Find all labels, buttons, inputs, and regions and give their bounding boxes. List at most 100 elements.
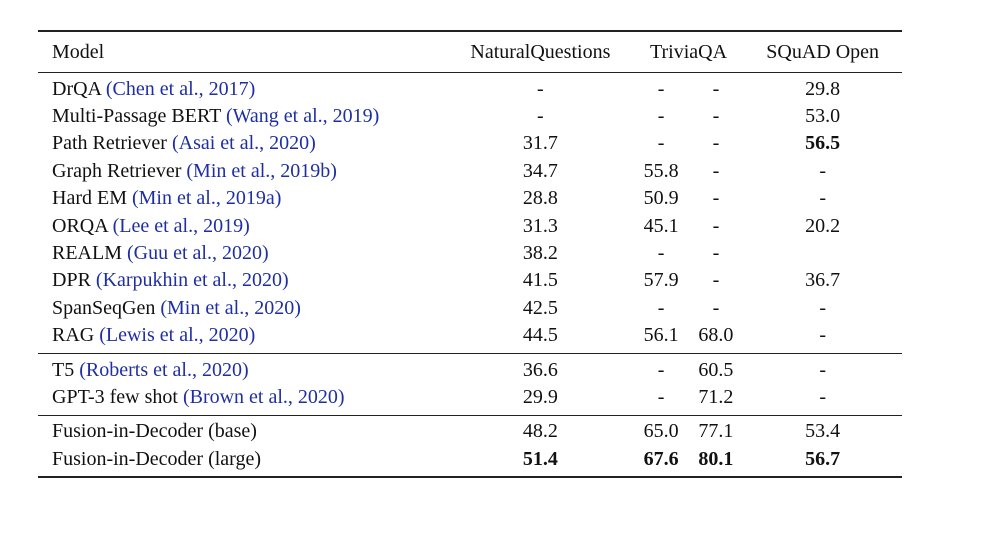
cell-model: SpanSeqGen (Min et al., 2020) <box>38 294 447 321</box>
cell-triviaqa-unfiltered: - <box>712 105 720 128</box>
model-name: DrQA <box>52 77 101 100</box>
cell-squad-open: 56.5 <box>805 132 841 155</box>
cell-model: GPT-3 few shot (Brown et al., 2020) <box>38 383 447 415</box>
cell-triviaqa-filtered: 50.9 <box>643 187 679 210</box>
cell-squad-open <box>743 239 902 266</box>
model-name: GPT-3 few shot <box>52 385 178 408</box>
citation-link[interactable]: (Chen et al., 2017) <box>105 77 256 100</box>
cell-triviaqa-unfiltered: - <box>712 159 720 182</box>
model-name: Path Retriever <box>52 132 167 155</box>
cell-squad-open: - <box>743 352 902 384</box>
header-natural-questions: NaturalQuestions <box>470 41 611 63</box>
table-row: ORQA (Lee et al., 2019) 31.3 45.1 - 20.2 <box>38 212 902 239</box>
cell-natural-questions: 48.2 <box>447 414 634 446</box>
cell-triviaqa-unfiltered: - <box>712 296 720 319</box>
header-triviaqa: TriviaQA <box>649 41 728 63</box>
cell-squad-open: - <box>819 159 826 182</box>
cell-triviaqa-filtered: - <box>657 385 665 408</box>
model-name: DPR <box>52 269 91 292</box>
cell-model: REALM (Guu et al., 2020) <box>38 239 447 266</box>
cell-model: Graph Retriever (Min et al., 2019b) <box>38 157 447 184</box>
cell-model: DPR (Karpukhin et al., 2020) <box>38 267 447 294</box>
table-row: RAG (Lewis et al., 2020) 44.5 56.1 68.0 - <box>38 322 902 354</box>
cell-squad-open: - <box>819 187 826 210</box>
cell-triviaqa-unfiltered: 71.2 <box>698 385 734 408</box>
citation-link[interactable]: (Min et al., 2020) <box>160 296 301 319</box>
cell-squad-open: 53.0 <box>805 105 841 128</box>
cell-model: DrQA (Chen et al., 2017) <box>38 73 447 103</box>
table-group-3: Fusion-in-Decoder (base) 48.2 65.0 77.1 53.4… <box>38 414 902 479</box>
cell-triviaqa-filtered: - <box>657 242 665 265</box>
citation-link[interactable]: (Guu et al., 2020) <box>127 242 269 265</box>
table-row: Graph Retriever (Min et al., 2019b) 34.7 5… <box>38 157 902 184</box>
cell-natural-questions: 29.9 <box>522 385 558 408</box>
cell-model: RAG (Lewis et al., 2020) <box>38 322 447 354</box>
citation-link[interactable]: (Min et al., 2019b) <box>186 159 337 182</box>
cell-model: ORQA (Lee et al., 2019) <box>38 212 447 239</box>
citation-link[interactable]: (Wang et al., 2019) <box>225 105 380 128</box>
header-model: Model <box>52 41 105 63</box>
model-name: Fusion-in-Decoder (base) <box>52 420 257 443</box>
table-row: DrQA (Chen et al., 2017) - - - 29.8 <box>38 73 902 103</box>
cell-natural-questions: 51.4 <box>447 445 634 479</box>
table-group-1: DrQA (Chen et al., 2017) - - -29.8 Multi-Pas… <box>38 73 902 354</box>
cell-triviaqa-unfiltered: - <box>712 214 720 237</box>
model-name: REALM <box>52 242 122 265</box>
cell-natural-questions: 41.5 <box>522 269 558 292</box>
cell-squad-open: 53.4 <box>743 414 902 446</box>
cell-triviaqa-filtered: 56.1 <box>643 324 679 347</box>
cell-model: Fusion-in-Decoder (base) <box>38 414 448 446</box>
cell-triviaqa-filtered: - <box>633 352 689 384</box>
table-row: REALM (Guu et al., 2020) 38.2 - - <box>38 239 902 266</box>
table-row: DPR (Karpukhin et al., 2020) 41.5 57.9 - 36.… <box>38 267 902 294</box>
cell-model: T5 (Roberts et al., 2020) <box>38 352 448 384</box>
cell-natural-questions: 38.2 <box>522 242 558 265</box>
citation-link[interactable]: (Min et al., 2019a) <box>131 187 282 210</box>
citation-link[interactable]: (Lee et al., 2019) <box>112 214 250 237</box>
cell-triviaqa-unfiltered: - <box>712 132 720 155</box>
cell-squad-open: 20.2 <box>805 214 841 237</box>
table-row: Fusion-in-Decoder (large) 51.4 67.6 80.1 56.… <box>38 445 902 479</box>
cell-squad-open: 56.7 <box>743 445 902 479</box>
citation-link[interactable]: (Roberts et al., 2020) <box>79 358 249 381</box>
cell-triviaqa-filtered: - <box>657 132 665 155</box>
cell-triviaqa-unfiltered: - <box>712 242 720 265</box>
cell-triviaqa-unfiltered: - <box>712 77 720 100</box>
citation-link[interactable]: (Asai et al., 2020) <box>171 132 316 155</box>
cell-triviaqa-filtered: 65.0 <box>633 414 689 446</box>
cell-triviaqa-unfiltered: 60.5 <box>688 352 744 384</box>
table-row: Fusion-in-Decoder (base) 48.2 65.0 77.1 53.4 <box>38 414 902 446</box>
model-name: ORQA <box>52 214 108 237</box>
cell-natural-questions: 31.7 <box>522 132 558 155</box>
header-squad-open: SQuAD Open <box>766 41 880 63</box>
cell-triviaqa-unfiltered: - <box>712 269 720 292</box>
cell-triviaqa-filtered: - <box>657 105 665 128</box>
cell-squad-open: - <box>819 296 826 319</box>
table-row: Hard EM (Min et al., 2019a) 28.8 50.9 - - <box>38 185 902 212</box>
cell-natural-questions: 42.5 <box>522 296 558 319</box>
citation-link[interactable]: (Karpukhin et al., 2020) <box>95 269 289 292</box>
cell-squad-open: 29.8 <box>805 77 841 100</box>
cell-model: Fusion-in-Decoder (large) <box>38 445 448 479</box>
table-group-2: T5 (Roberts et al., 2020) 36.6-60.5- GPT-3… <box>38 352 902 415</box>
header-row: Model NaturalQuestions TriviaQA SQuAD Op… <box>38 31 902 73</box>
citation-link[interactable]: (Brown et al., 2020) <box>182 385 345 408</box>
citation-link[interactable]: (Lewis et al., 2020) <box>99 324 256 347</box>
table-row: Path Retriever (Asai et al., 2020) 31.7 - -… <box>38 130 902 157</box>
model-name: RAG <box>52 324 95 347</box>
model-name: T5 <box>52 358 75 381</box>
cell-model: Path Retriever (Asai et al., 2020) <box>38 130 447 157</box>
cell-model: Hard EM (Min et al., 2019a) <box>38 185 447 212</box>
cell-natural-questions: 34.7 <box>522 159 558 182</box>
cell-model: Multi-Passage BERT (Wang et al., 2019) <box>38 102 447 129</box>
table-row: Multi-Passage BERT (Wang et al., 2019) - -… <box>38 102 902 129</box>
table-row: T5 (Roberts et al., 2020) 36.6-60.5- <box>38 352 902 384</box>
model-name: SpanSeqGen <box>52 296 156 319</box>
cell-triviaqa-filtered: - <box>657 296 665 319</box>
cell-natural-questions: - <box>537 77 544 100</box>
cell-natural-questions: 28.8 <box>522 187 558 210</box>
cell-natural-questions: 36.6 <box>447 352 634 384</box>
cell-triviaqa-unfiltered: 77.1 <box>688 414 744 446</box>
model-name: Graph Retriever <box>52 159 182 182</box>
cell-natural-questions: - <box>537 105 544 128</box>
